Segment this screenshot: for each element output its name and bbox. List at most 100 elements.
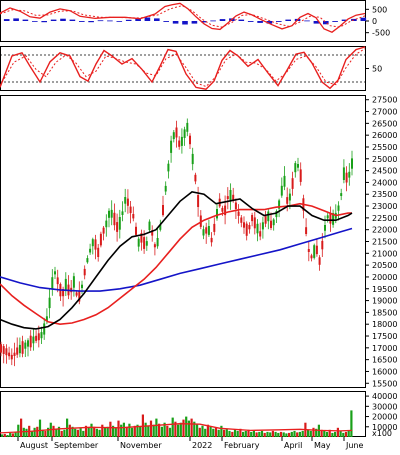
- volume-bar: [244, 430, 247, 437]
- volume-bar: [277, 432, 280, 437]
- volume-bar: [312, 427, 315, 437]
- candle-body: [99, 233, 102, 246]
- candle-body: [75, 292, 78, 296]
- volume-bar: [282, 432, 285, 437]
- volume-bar: [231, 431, 234, 437]
- volume-bar: [247, 429, 250, 437]
- x-axis-tick-label: June: [345, 441, 364, 450]
- volume-bar: [279, 431, 283, 437]
- macd-histogram-bar: [3, 19, 10, 21]
- volume-bar: [163, 422, 166, 437]
- x-axis-tick-label: April: [284, 441, 302, 450]
- volume-bar: [14, 431, 17, 437]
- candle-body: [237, 211, 240, 216]
- candle-body: [286, 197, 289, 204]
- volume-unit-label: x100: [372, 429, 392, 438]
- volume-bar: [84, 425, 88, 437]
- price-tick-label: 22500: [372, 214, 397, 223]
- volume-bar: [98, 429, 101, 437]
- volume-bar: [225, 428, 228, 437]
- macd-histogram-bar: [88, 21, 94, 23]
- price-tick-label: 16500: [372, 356, 397, 365]
- volume-bar: [260, 430, 264, 437]
- volume-bar: [217, 429, 220, 437]
- volume-bar: [76, 429, 79, 437]
- candle-body: [37, 333, 40, 341]
- price-tick-label: 22000: [372, 226, 397, 235]
- candle-body: [332, 213, 335, 225]
- volume-bar: [350, 410, 353, 437]
- candle-body: [83, 268, 86, 276]
- volume-tick-label: 30000: [372, 402, 397, 411]
- volume-bar: [347, 430, 350, 437]
- candle-body: [140, 233, 143, 243]
- volume-bar: [206, 424, 209, 437]
- volume-bar: [252, 430, 255, 437]
- volume-bar: [125, 426, 128, 437]
- candle-body: [108, 210, 110, 218]
- volume-bar: [114, 427, 117, 437]
- macd-histogram-bar: [323, 21, 329, 25]
- macd-tick-label: 0: [372, 17, 377, 26]
- macd-histogram-bar: [210, 20, 216, 22]
- volume-bar: [133, 425, 136, 437]
- macd-histogram-bar: [238, 19, 245, 21]
- candle-body: [210, 237, 213, 243]
- volume-bar: [190, 418, 193, 437]
- macd-histogram-bar: [191, 21, 198, 24]
- volume-bar: [185, 416, 188, 437]
- candle-body: [232, 194, 235, 201]
- volume-bar: [328, 429, 331, 437]
- candle-body: [183, 129, 186, 138]
- macd-histogram-bar: [285, 19, 291, 21]
- volume-bar: [196, 423, 199, 437]
- candle-body: [148, 221, 151, 231]
- candle-body: [137, 238, 140, 247]
- candle-body: [253, 217, 256, 229]
- volume-ma-line: [0, 423, 353, 434]
- candle-body: [186, 122, 189, 132]
- stochastic-panel: 50: [0, 46, 382, 91]
- macd-line: [0, 2, 366, 33]
- volume-bar: [274, 431, 277, 437]
- volume-bar: [269, 432, 272, 437]
- volume-bar: [209, 426, 212, 437]
- volume-bar: [323, 430, 326, 437]
- candle-body: [132, 214, 135, 219]
- candle-body: [13, 352, 16, 356]
- price-tick-label: 20500: [372, 261, 397, 270]
- volume-bar: [220, 425, 223, 437]
- candle-body: [81, 284, 83, 289]
- volume-bar: [228, 430, 231, 437]
- candle-body: [205, 227, 208, 234]
- volume-bar: [342, 432, 345, 437]
- candle-body: [197, 195, 200, 207]
- candle-body: [313, 245, 316, 258]
- macd-histogram-bar: [163, 21, 169, 22]
- macd-histogram-bar: [247, 21, 254, 22]
- candle-body: [264, 215, 267, 224]
- price-tick-label: 15500: [372, 379, 397, 388]
- candle-body: [145, 241, 148, 246]
- stochastic-frame: [0, 46, 366, 91]
- price-tick-label: 24500: [372, 167, 397, 176]
- macd-histogram-bar: [266, 21, 273, 24]
- volume-bar: [6, 435, 9, 437]
- volume-bar: [212, 428, 215, 437]
- price-tick-label: 19500: [372, 285, 397, 294]
- candle-body: [180, 136, 183, 146]
- macd-histogram-bar: [116, 21, 123, 22]
- macd-histogram-bar: [60, 18, 66, 21]
- macd-histogram-bar: [360, 17, 367, 21]
- candle-body: [202, 229, 205, 236]
- price-tick-label: 18000: [372, 320, 397, 329]
- volume-bar: [198, 427, 201, 437]
- volume-tick-label: 10000: [372, 423, 397, 432]
- macd-histogram-bar: [13, 18, 19, 21]
- volume-bar: [160, 426, 163, 437]
- volume-bar: [339, 430, 342, 437]
- volume-bar: [122, 422, 125, 437]
- macd-histogram-bar: [341, 19, 348, 21]
- macd-tick-label: -500: [372, 29, 390, 38]
